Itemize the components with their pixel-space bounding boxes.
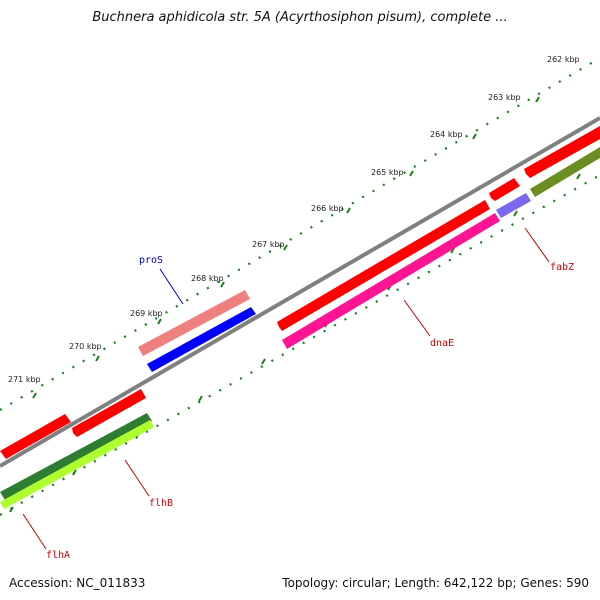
tick-mark [576,173,581,180]
leader-fabZ [524,227,550,263]
leader-flhB [124,459,150,497]
cds-feature[interactable] [282,213,500,349]
accession-text: Accession: NC_011833 [9,576,146,590]
gene-label-flhA[interactable]: flhA [46,550,70,561]
gene-labels: proS dnaE fabZ flhB flhA [46,255,574,561]
tick-label-263: 263 kbp [488,93,521,102]
gene-label-dnaE[interactable]: dnaE [430,338,454,349]
gene-flhB-feature[interactable] [72,389,146,437]
genome-summary-text: Topology: circular; Length: 642,122 bp; … [282,576,589,590]
tick-label-264: 264 kbp [430,130,463,139]
tick-labels: 262 kbp 263 kbp 264 kbp 265 kbp 266 kbp … [8,55,580,384]
tick-label-270: 270 kbp [69,342,102,351]
gene-proS-feature[interactable] [147,307,256,372]
tick-mark [346,207,351,214]
tick-mark [283,244,288,251]
tick-mark [261,358,266,365]
gene-dnaE-feature[interactable] [277,200,490,331]
outer-tick-track [0,57,600,411]
rna-feature[interactable] [138,290,250,356]
tick-label-269: 269 kbp [130,309,163,318]
gene-label-flhB[interactable]: flhB [149,498,173,509]
gene-label-proS[interactable]: proS [139,255,163,266]
forward-strand-features [0,126,600,459]
tick-label-268: 268 kbp [191,274,224,283]
tick-mark [32,392,37,399]
cds-feature[interactable] [0,420,154,509]
gene-label-leaders [22,227,550,550]
tick-mark [72,469,77,476]
tick-label-267: 267 kbp [252,240,285,249]
tick-mark [513,210,518,217]
tick-label-266: 266 kbp [311,204,344,213]
tick-mark [9,506,14,513]
tick-mark [472,133,477,140]
cds-feature[interactable] [0,413,152,500]
reverse-strand-features [0,147,600,509]
tick-label-262: 262 kbp [547,55,580,64]
tick-mark [535,96,540,103]
tick-label-265: 265 kbp [371,168,404,177]
tick-label-271: 271 kbp [8,375,41,384]
cds-feature[interactable] [489,178,520,201]
cds-feature[interactable] [524,126,600,178]
tick-mark [198,395,203,402]
leader-dnaE [403,299,431,337]
tick-mark [157,318,162,325]
gene-fabZ-feature[interactable] [496,193,531,218]
tick-mark [95,355,100,362]
leader-flhA [22,513,47,550]
tick-mark [409,170,414,177]
gene-flhA-feature[interactable] [0,414,71,459]
leader-proS [159,268,184,305]
genome-backbone [0,116,600,468]
map-title: Buchnera aphidicola str. 5A (Acyrthosiph… [92,10,508,25]
cds-feature[interactable] [530,147,600,197]
tick-mark [220,281,225,288]
gene-label-fabZ[interactable]: fabZ [550,262,574,273]
